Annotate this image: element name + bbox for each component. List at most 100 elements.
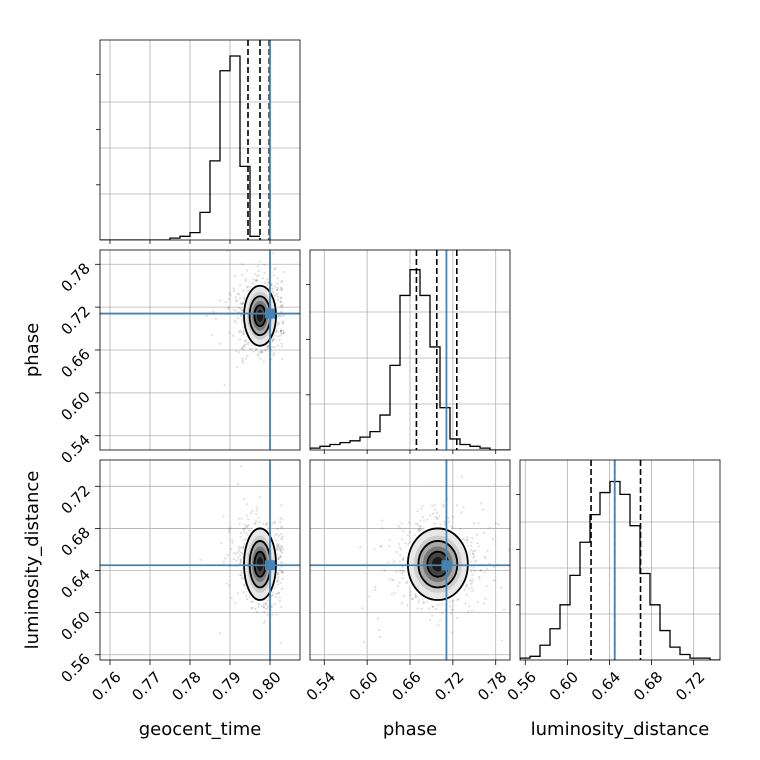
sample-point bbox=[266, 277, 269, 281]
x-axis-label-phase: phase bbox=[383, 719, 437, 740]
sample-point bbox=[406, 604, 409, 607]
sample-point bbox=[280, 504, 283, 507]
sample-point bbox=[401, 570, 404, 573]
sample-point bbox=[239, 551, 243, 554]
contour-line bbox=[243, 527, 277, 601]
sample-point bbox=[233, 552, 236, 555]
sample-point bbox=[281, 306, 284, 309]
sample-point bbox=[244, 277, 247, 281]
sample-point bbox=[280, 548, 283, 552]
sample-point bbox=[245, 514, 248, 517]
sample-point bbox=[278, 549, 282, 552]
sample-point bbox=[239, 558, 242, 561]
sample-point bbox=[280, 345, 284, 348]
sample-point bbox=[245, 524, 249, 527]
x-tick-label: 0.68 bbox=[630, 668, 666, 704]
sample-point bbox=[470, 541, 473, 544]
sample-point bbox=[237, 556, 240, 559]
sample-point bbox=[390, 593, 394, 596]
sample-point bbox=[254, 279, 257, 282]
sample-point bbox=[434, 607, 438, 610]
y-axis-label-phase: phase bbox=[22, 323, 43, 377]
y-tick-label: 0.72 bbox=[57, 302, 93, 338]
sample-point bbox=[417, 528, 421, 531]
sample-point bbox=[259, 351, 263, 354]
sample-point bbox=[491, 538, 495, 541]
sample-point bbox=[419, 519, 422, 522]
sample-point bbox=[242, 344, 245, 347]
sample-point bbox=[500, 586, 503, 589]
sample-point bbox=[280, 544, 283, 547]
sample-point bbox=[214, 317, 218, 321]
sample-point bbox=[438, 619, 442, 622]
sample-point bbox=[422, 602, 425, 605]
y-tick-label: 0.54 bbox=[57, 431, 93, 467]
sample-point bbox=[417, 529, 420, 533]
sample-point bbox=[265, 346, 269, 349]
sample-point bbox=[485, 585, 488, 588]
sample-point bbox=[232, 289, 236, 292]
sample-point bbox=[373, 547, 376, 551]
sample-point bbox=[249, 512, 253, 515]
sample-point bbox=[434, 508, 437, 511]
sample-point bbox=[278, 338, 281, 341]
sample-point bbox=[238, 517, 241, 520]
sample-point bbox=[277, 556, 280, 560]
sample-point bbox=[266, 604, 270, 607]
sample-point bbox=[258, 520, 261, 524]
sample-point bbox=[250, 606, 253, 610]
sample-point bbox=[233, 274, 236, 278]
sample-point bbox=[465, 584, 469, 587]
sample-point bbox=[243, 344, 246, 347]
contour-line bbox=[243, 284, 277, 347]
sample-point bbox=[246, 525, 249, 529]
sample-point bbox=[478, 577, 481, 580]
sample-point bbox=[252, 600, 255, 603]
sample-point bbox=[422, 601, 425, 604]
sample-point bbox=[374, 588, 377, 592]
sample-point bbox=[276, 580, 279, 583]
sample-point bbox=[405, 580, 409, 584]
sample-point bbox=[247, 523, 250, 527]
sample-point bbox=[228, 292, 231, 295]
sample-point bbox=[227, 528, 231, 531]
sample-point bbox=[276, 335, 280, 338]
sample-point bbox=[399, 554, 402, 557]
sample-point bbox=[275, 288, 279, 292]
sample-point bbox=[234, 296, 237, 299]
x-tick-label: 0.56 bbox=[504, 668, 540, 704]
sample-point bbox=[244, 279, 247, 283]
sample-point bbox=[281, 551, 284, 555]
sample-point bbox=[464, 602, 467, 605]
sample-point bbox=[507, 548, 510, 551]
sample-point bbox=[470, 560, 473, 563]
sample-point bbox=[435, 517, 438, 520]
sample-point bbox=[255, 278, 258, 281]
sample-point bbox=[442, 505, 445, 508]
sample-point bbox=[251, 278, 255, 281]
sample-point bbox=[411, 598, 414, 601]
sample-point bbox=[278, 321, 281, 324]
x-tick-label: 0.76 bbox=[88, 668, 124, 704]
sample-point bbox=[431, 504, 434, 507]
sample-point bbox=[451, 599, 455, 602]
sample-point bbox=[244, 526, 247, 529]
sample-point bbox=[402, 570, 405, 573]
sample-point bbox=[428, 607, 431, 610]
sample-point bbox=[361, 607, 364, 610]
sample-point bbox=[240, 303, 243, 306]
sample-point bbox=[227, 306, 230, 309]
sample-point bbox=[402, 558, 405, 561]
sample-point bbox=[437, 623, 440, 627]
sample-point bbox=[276, 286, 279, 289]
sample-point bbox=[416, 523, 419, 526]
panel-frame bbox=[519, 459, 721, 661]
sample-point bbox=[218, 632, 222, 635]
sample-point bbox=[473, 569, 476, 572]
x-tick-label: 0.72 bbox=[672, 668, 708, 704]
sample-point bbox=[281, 571, 284, 575]
sample-point bbox=[279, 556, 282, 559]
sample-point bbox=[239, 465, 243, 468]
sample-point bbox=[238, 548, 241, 551]
